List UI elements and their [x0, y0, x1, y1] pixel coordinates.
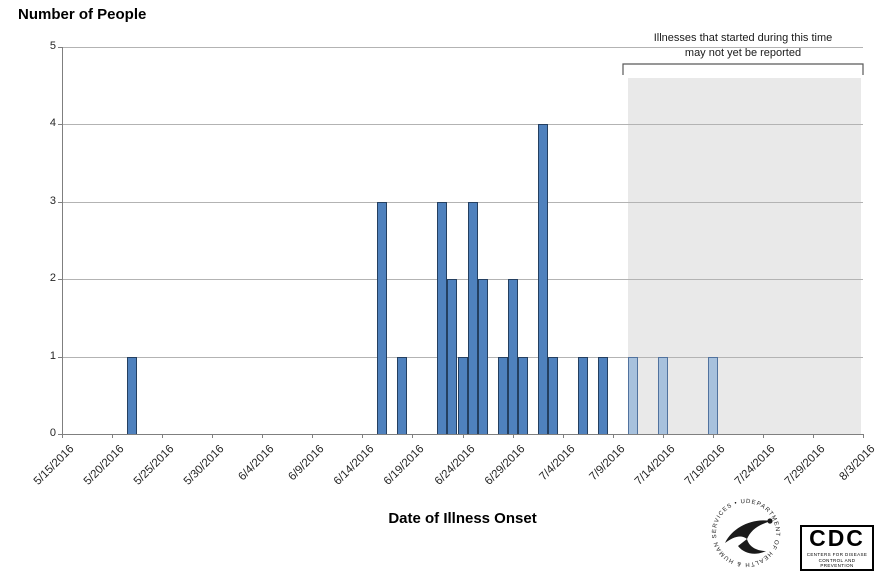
- cdc-logo-subtext-line2: Control and Prevention: [818, 557, 856, 569]
- bar: [397, 357, 407, 434]
- gridline: [62, 202, 863, 203]
- y-tick-label: 2: [49, 272, 56, 284]
- bar: [377, 202, 387, 434]
- bar: [127, 357, 137, 434]
- x-axis-title: Date of Illness Onset: [388, 510, 537, 527]
- x-tick-mark: [513, 434, 514, 438]
- bar: [518, 357, 528, 434]
- cdc-logo-letters: CDC: [809, 524, 865, 551]
- bar: [437, 202, 447, 434]
- bar-recent: [708, 357, 718, 434]
- y-tick-label: 4: [49, 117, 56, 129]
- shade-note-line2: may not yet be reported: [684, 47, 802, 59]
- x-tick-mark: [212, 434, 213, 438]
- y-tick-mark: [58, 357, 62, 358]
- x-tick-mark: [663, 434, 664, 438]
- gridline: [62, 124, 863, 125]
- bar: [508, 279, 518, 434]
- x-tick-mark: [863, 434, 864, 438]
- footer-logos: DEPARTMENT OF HEALTH & HUMAN SERVICES • …: [708, 495, 874, 571]
- cdc-logo-subtext: Centers for Disease Control and Preventi…: [802, 552, 872, 570]
- y-tick-mark: [58, 47, 62, 48]
- bar: [447, 279, 457, 434]
- x-tick-mark: [713, 434, 714, 438]
- x-tick-mark: [813, 434, 814, 438]
- y-tick-mark: [58, 202, 62, 203]
- y-axis-line: [62, 47, 63, 434]
- cdc-logo-subtext-line1: Centers for Disease: [806, 551, 868, 557]
- y-tick-label: 3: [49, 195, 56, 207]
- bar: [598, 357, 608, 434]
- shade-note: Illnesses that started during this time …: [620, 31, 866, 61]
- gridline: [62, 279, 863, 280]
- x-tick-mark: [412, 434, 413, 438]
- bar: [578, 357, 588, 434]
- y-tick-mark: [58, 434, 62, 435]
- bar: [468, 202, 478, 434]
- cdc-logo: CDC Centers for Disease Control and Prev…: [800, 525, 874, 571]
- bar: [498, 357, 508, 434]
- y-tick-label: 5: [49, 40, 56, 52]
- x-tick-mark: [362, 434, 363, 438]
- y-tick-mark: [58, 279, 62, 280]
- bar: [538, 124, 548, 434]
- y-tick-mark: [58, 124, 62, 125]
- gridline: [62, 47, 863, 48]
- bar: [458, 357, 468, 434]
- x-tick-mark: [62, 434, 63, 438]
- chart-title: Number of People: [18, 6, 147, 23]
- x-tick-mark: [112, 434, 113, 438]
- x-tick-mark: [162, 434, 163, 438]
- x-tick-mark: [613, 434, 614, 438]
- hhs-seal-icon: DEPARTMENT OF HEALTH & HUMAN SERVICES • …: [708, 495, 779, 567]
- x-tick-mark: [262, 434, 263, 438]
- bar-recent: [628, 357, 638, 434]
- x-tick-mark: [763, 434, 764, 438]
- y-tick-label: 0: [49, 427, 56, 439]
- bar: [478, 279, 488, 434]
- bar: [548, 357, 558, 434]
- y-tick-label: 1: [49, 350, 56, 362]
- shade-bracket: [622, 63, 864, 75]
- x-tick-mark: [312, 434, 313, 438]
- x-tick-mark: [563, 434, 564, 438]
- bar-recent: [658, 357, 668, 434]
- x-tick-mark: [463, 434, 464, 438]
- shade-note-line1: Illnesses that started during this time: [653, 32, 833, 44]
